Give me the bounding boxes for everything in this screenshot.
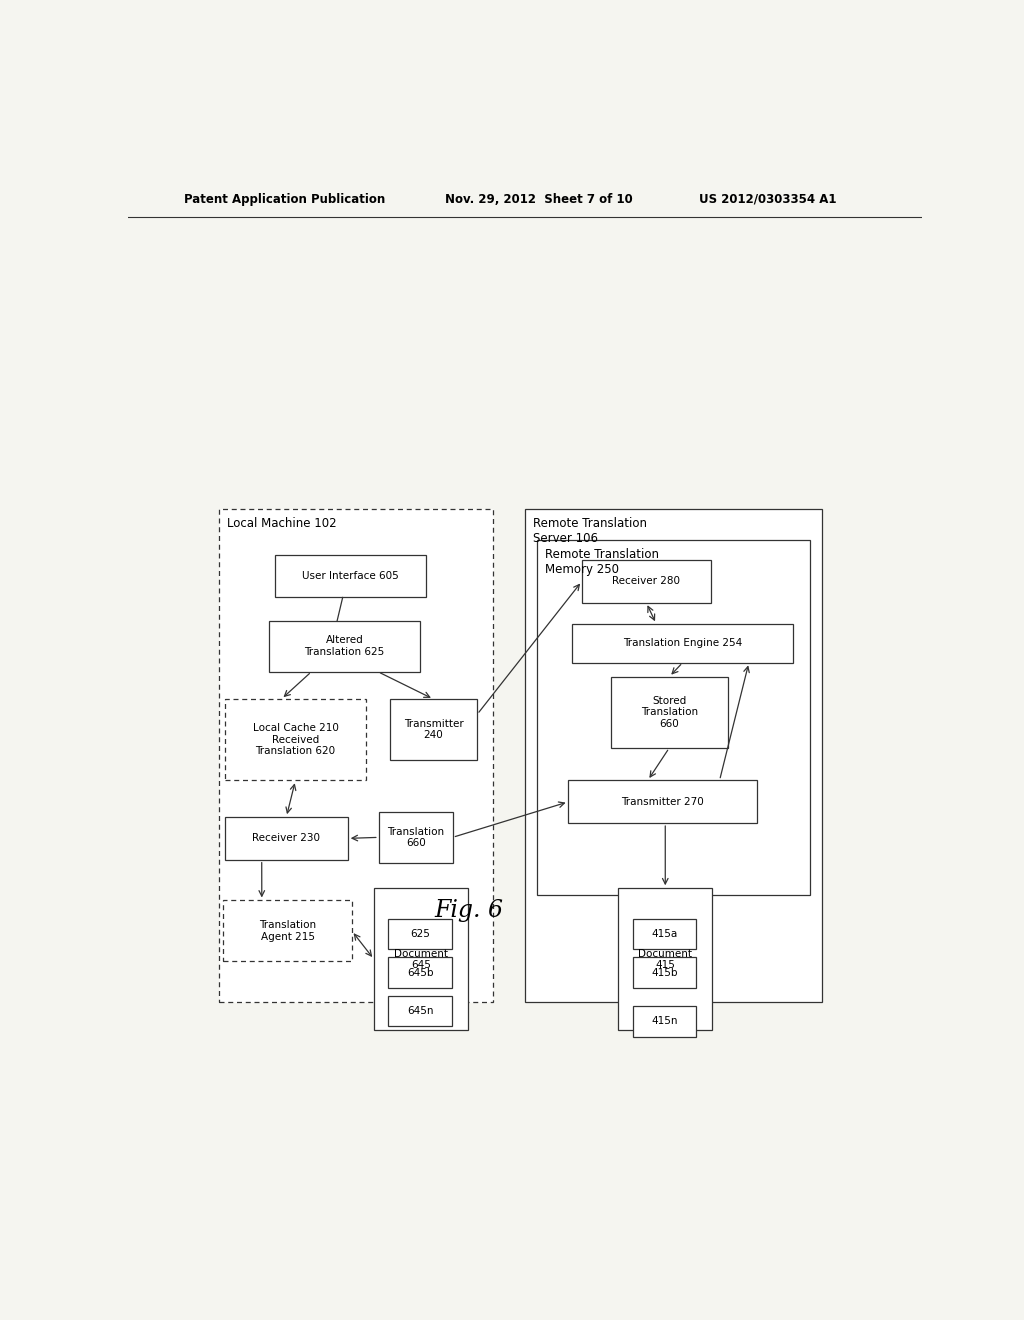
Bar [388, 919, 452, 949]
Text: Translation
Agent 215: Translation Agent 215 [259, 920, 316, 941]
Bar [537, 540, 810, 895]
Text: Receiver 280: Receiver 280 [612, 577, 680, 586]
Text: Document
645: Document 645 [394, 949, 447, 970]
Bar [633, 919, 696, 949]
Bar [388, 995, 452, 1027]
Text: Receiver 230: Receiver 230 [252, 833, 321, 843]
Bar [582, 560, 711, 602]
Bar [388, 957, 452, 987]
Bar [374, 888, 468, 1031]
Text: Fig. 6: Fig. 6 [435, 899, 504, 923]
Bar [379, 812, 453, 863]
Bar [633, 957, 696, 987]
Text: Transmitter 270: Transmitter 270 [622, 797, 705, 807]
Text: Stored
Translation
660: Stored Translation 660 [641, 696, 697, 729]
Bar [274, 554, 426, 598]
Bar [225, 700, 367, 780]
Text: Remote Translation
Memory 250: Remote Translation Memory 250 [545, 548, 658, 576]
Bar [572, 624, 793, 663]
Text: Altered
Translation 625: Altered Translation 625 [304, 635, 385, 657]
Bar [225, 817, 348, 859]
Text: Document
415: Document 415 [638, 949, 692, 970]
Text: Local Machine 102: Local Machine 102 [227, 517, 337, 531]
Text: Remote Translation
Server 106: Remote Translation Server 106 [532, 517, 647, 545]
Bar [618, 888, 712, 1031]
Text: Patent Application Publication: Patent Application Publication [183, 193, 385, 206]
Bar [269, 620, 420, 672]
Bar [219, 510, 494, 1002]
Text: Translation Engine 254: Translation Engine 254 [623, 639, 742, 648]
Bar [568, 780, 758, 824]
Bar [223, 900, 352, 961]
Bar [390, 700, 477, 760]
Text: 645n: 645n [407, 1006, 433, 1016]
Text: 645b: 645b [407, 968, 433, 978]
Text: User Interface 605: User Interface 605 [302, 572, 398, 581]
Text: 415b: 415b [651, 968, 678, 978]
Bar [633, 1006, 696, 1036]
Text: Nov. 29, 2012  Sheet 7 of 10: Nov. 29, 2012 Sheet 7 of 10 [445, 193, 633, 206]
Text: 415a: 415a [651, 929, 678, 939]
Text: Transmitter
240: Transmitter 240 [403, 719, 464, 741]
Text: 625: 625 [410, 929, 430, 939]
Text: Translation
660: Translation 660 [387, 826, 444, 849]
Bar [524, 510, 822, 1002]
Text: 415n: 415n [651, 1016, 678, 1027]
Text: US 2012/0303354 A1: US 2012/0303354 A1 [699, 193, 837, 206]
Text: Local Cache 210
Received
Translation 620: Local Cache 210 Received Translation 620 [253, 723, 338, 756]
Bar [610, 677, 728, 748]
